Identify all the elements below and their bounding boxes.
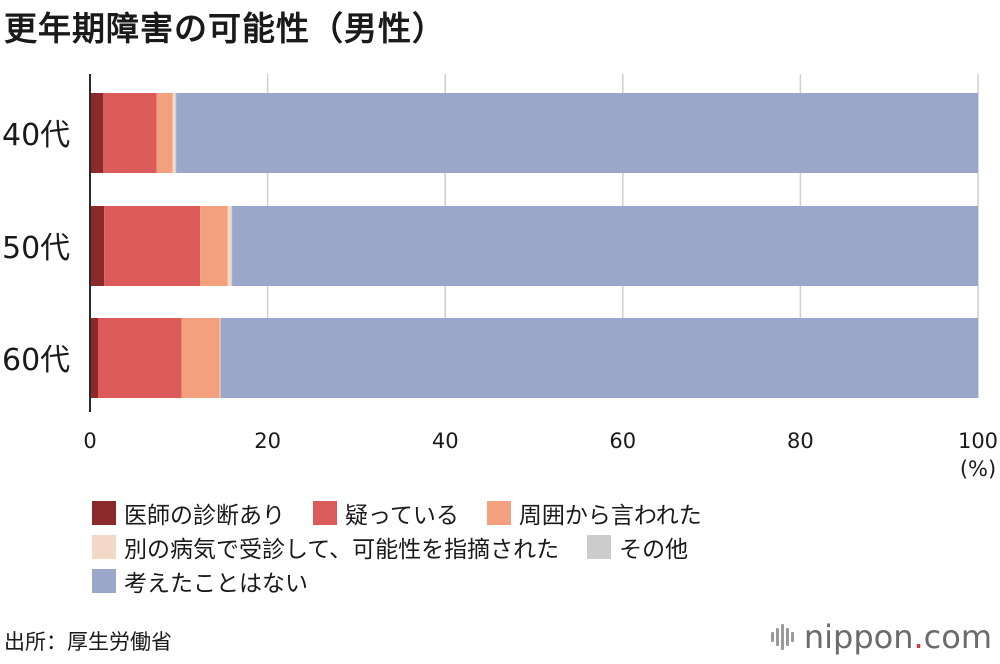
legend-label: その他 xyxy=(619,537,689,563)
x-tick-label: 40 xyxy=(432,429,459,453)
bars xyxy=(90,93,979,398)
bar-segment xyxy=(231,206,233,286)
bar-chart: 0 20 40 60 80 100 (%) 40代 50代 60代 xyxy=(2,74,998,481)
legend-swatch xyxy=(486,501,511,525)
y-category-label: 50代 xyxy=(2,231,70,266)
x-tick-label: 60 xyxy=(609,429,636,453)
brand-suffix: com xyxy=(923,618,992,656)
legend-swatch xyxy=(92,535,116,559)
bar-segment xyxy=(156,93,173,173)
bar-segment xyxy=(175,93,177,173)
bar-segment xyxy=(90,206,105,286)
bar-segment xyxy=(219,318,221,398)
legend-swatch xyxy=(92,501,116,525)
legend-label: 周囲から言われた xyxy=(518,503,702,529)
bar-segment xyxy=(90,93,104,173)
bar-segment xyxy=(232,206,978,286)
brand-name: nippon xyxy=(803,618,914,656)
legend-item: 考えたことはない xyxy=(92,564,308,598)
legend-label: 疑っている xyxy=(345,503,459,529)
bar-segment xyxy=(97,318,182,398)
x-unit-label: (%) xyxy=(960,457,996,481)
legend-swatch xyxy=(313,501,337,525)
x-tick-label: 80 xyxy=(787,429,814,453)
x-tick-label: 100 xyxy=(958,429,998,453)
legend-item: 別の病気で受診して、可能性を指摘された xyxy=(92,530,559,564)
bar-segment xyxy=(103,93,157,173)
bar-segment xyxy=(220,318,978,398)
x-tick-label: 20 xyxy=(254,429,281,453)
legend-row: 医師の診断あり 疑っている 周囲から言われた xyxy=(92,496,992,530)
legend-item: その他 xyxy=(587,530,688,564)
bar-segment xyxy=(104,206,201,286)
source-note: 出所：厚生労働省 xyxy=(4,630,172,654)
legend-item: 周囲から言われた xyxy=(486,496,702,530)
legend-item: 医師の診断あり xyxy=(92,496,285,530)
x-tick-label: 0 xyxy=(83,429,96,453)
bar-segment xyxy=(200,206,228,286)
legend-label: 別の病気で受診して、可能性を指摘された xyxy=(124,537,560,563)
legend-swatch xyxy=(587,535,612,559)
bar-segment xyxy=(176,93,979,173)
legend-row: 考えたことはない xyxy=(92,564,992,598)
bar-segment xyxy=(227,206,232,286)
legend-label: 考えたことはない xyxy=(124,571,308,597)
y-category-label: 40代 xyxy=(2,118,70,153)
brand-mark-icon xyxy=(770,621,796,653)
legend-swatch xyxy=(92,569,116,593)
axes: 0 20 40 60 80 100 (%) 40代 50代 60代 xyxy=(2,74,998,481)
legend-label: 医師の診断あり xyxy=(124,503,285,529)
legend-row: 別の病気で受診して、可能性を指摘された その他 xyxy=(92,530,992,564)
chart-title: 更年期障害の可能性（男性） xyxy=(4,9,446,48)
legend: 医師の診断あり 疑っている 周囲から言われた別の病気で受診して、可能性を指摘された そ… xyxy=(92,496,992,598)
brand-logo: nippon. com xyxy=(770,618,992,656)
bar-segment xyxy=(172,93,176,173)
legend-item: 疑っている xyxy=(313,496,459,530)
y-category-label: 60代 xyxy=(2,343,70,378)
bar-segment xyxy=(181,318,220,398)
bar-segment xyxy=(90,318,98,398)
brand-dot: . xyxy=(913,618,924,656)
